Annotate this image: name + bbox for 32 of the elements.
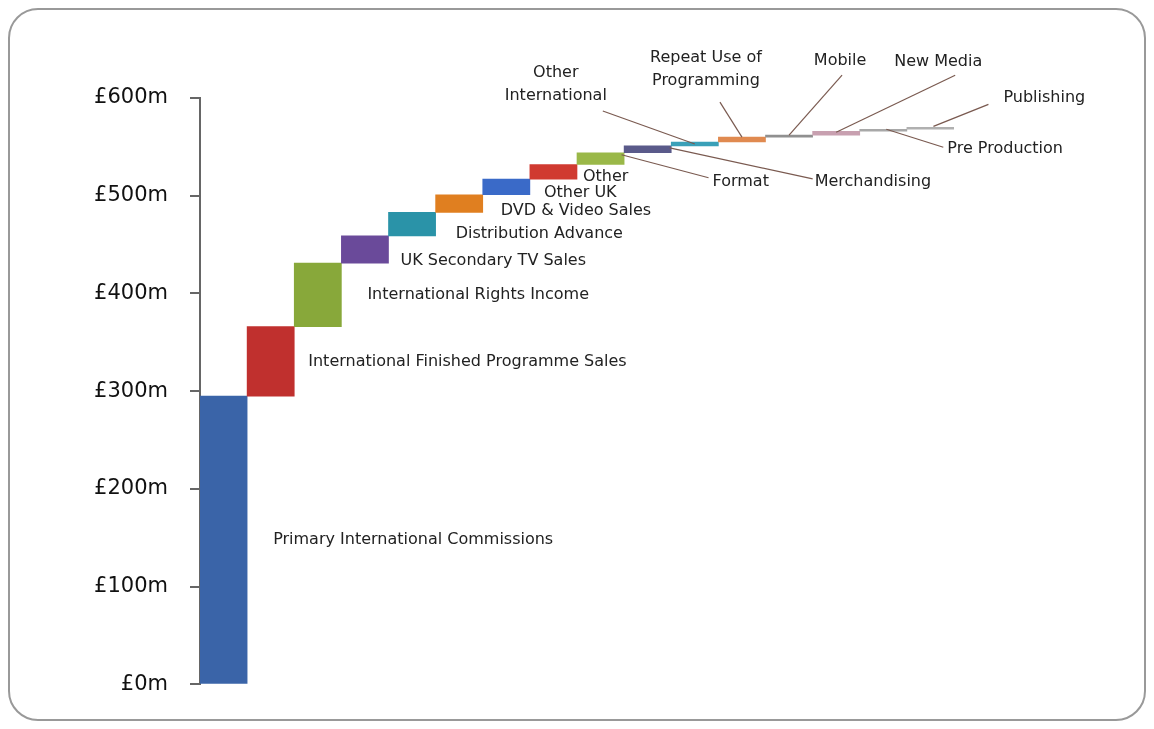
text: Publishing [1003,87,1086,107]
annotation: International Finished Programme Sales [308,350,627,370]
bar [293,262,342,328]
bar [623,145,672,154]
y-tick-label: £300m [94,377,168,402]
y-tick-label: £200m [94,475,168,500]
annotation: Primary International Commissions [273,528,554,548]
y-tick-label: £400m [94,279,168,304]
annotation: Pre Production [947,138,1063,158]
bar [576,152,625,165]
annotation: Distribution Advance [455,222,623,242]
bar [718,136,766,143]
y-tick-label: £600m [94,84,168,109]
bar [246,326,295,397]
bar [482,178,531,196]
bar [529,164,578,180]
y-tick-label: £500m [94,182,168,207]
text: New Media [894,51,983,71]
y-tick-label: £0m [120,670,168,695]
annotation: UK Secondary TV Sales [400,250,586,270]
bar [200,395,248,684]
y-tick-label: £100m [94,573,168,598]
annotation: DVD & Video Sales [500,199,652,219]
text: Mobile [813,50,867,70]
annotation: International Rights Income [367,284,590,304]
bar [388,212,436,237]
bar [341,235,389,264]
bar [435,194,484,213]
text: Repeat Use of Programming [650,47,763,90]
annotation: Format [712,170,769,190]
annotation: Other International [504,62,607,105]
annotation: Merchandising [814,171,932,191]
